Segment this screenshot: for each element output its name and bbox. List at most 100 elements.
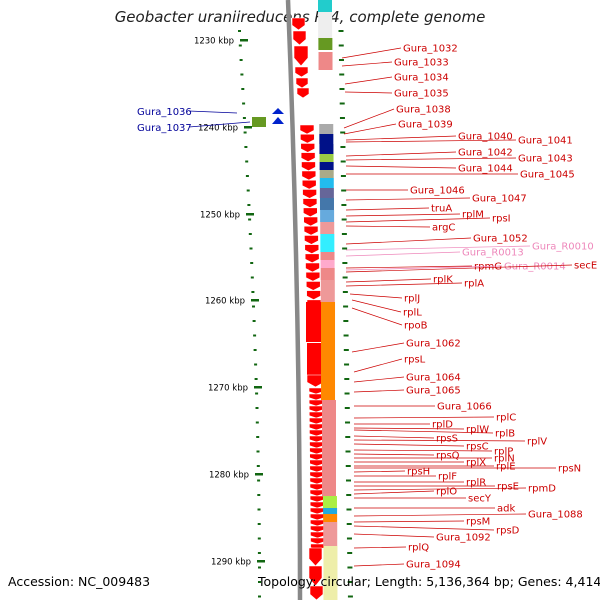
gene-arrow [304,235,319,245]
backbone-arc [285,0,303,600]
right-leader-line [351,299,402,313]
gene-arrow [309,459,325,467]
scale-dot [258,595,261,598]
backbone-dot [343,349,349,351]
right-gene-label: rpsH [407,467,430,478]
forward-genes [291,17,325,600]
right-gene-label: rplE [496,462,516,473]
gene-arrow [303,207,318,218]
gene-arrow [310,525,325,533]
scale-dot [245,160,249,163]
backbone-dot [346,523,352,525]
annotation-block [320,280,335,302]
right-gene-label: Gura_1032 [403,44,458,55]
annotation-block [323,546,338,600]
scale-tick-label: 1260 kbp [205,297,245,307]
right-leader-line [345,245,531,251]
backbone-dot [340,160,346,163]
backbone-dot [338,44,344,47]
right-gene-label: rplX [466,458,486,469]
right-gene-label: Gura_1042 [458,148,513,159]
right-leader-line [345,278,432,283]
gene-arrow [306,290,321,300]
scale-dot [258,566,261,569]
scale-dot [254,378,258,380]
right-leader-line [353,533,435,538]
annotation-block [320,234,335,252]
backbone-dot [340,175,346,177]
right-gene-label: rplO [436,487,457,498]
right-gene-label: Gura_1052 [473,234,528,245]
right-gene-label: Gura_1038 [396,105,451,116]
right-gene-label: Gura_1033 [394,58,449,69]
gene-arrow [309,501,325,509]
scale-dot [254,363,258,366]
scale-tick-label: 1280 kbp [209,471,249,481]
scale-dot [257,508,261,511]
gene-arrow [309,417,324,425]
gene-arrow [294,66,309,78]
backbone-dot [342,276,348,279]
right-gene-label: rplR [466,478,486,489]
backbone-dot [346,508,352,511]
right-gene-label: Gura_1044 [458,164,513,175]
gene-arrow [309,447,324,455]
left-gene-label: Gura_1037 [137,123,192,134]
right-gene-label: rpsI [492,214,511,225]
gene-arrow [309,465,325,473]
right-gene-label: Gura_R0010 [532,242,594,253]
right-leader-line [345,282,463,287]
right-leader-line [353,453,435,456]
annotation-block [319,188,334,198]
backbone-dot [344,378,350,380]
scale-tick [240,39,248,42]
right-leader-line [345,265,503,271]
scale-dot [257,479,261,482]
annotation-block [318,38,333,50]
backbone-dot [341,189,347,192]
gene-arrow [305,281,321,291]
scale-tick [255,473,263,476]
right-gene-label: Gura_1066 [437,402,492,413]
backbone-dot [338,59,344,61]
scale-tick-label: 1240 kbp [198,124,238,134]
gene-arrow [304,253,320,264]
backbone-dot [345,436,351,438]
right-leader-line [345,265,473,269]
gene-arrow [308,411,324,419]
right-gene-label: rplK [433,275,453,286]
scale-dot [252,305,255,308]
annotation-block [319,134,334,144]
right-gene-label: Gura_1040 [458,132,513,143]
scale-dot [249,247,253,250]
gene-arrow [302,198,318,208]
backbone-dot [345,479,351,482]
scale-dot [248,218,252,221]
scale-dot [255,421,259,424]
right-leader-line [345,237,472,245]
gene-arrow [300,143,316,153]
backbone-dot [340,146,346,148]
reverse-gene-arrow [272,108,284,114]
gene-arrow [310,531,325,539]
right-leader-line [353,520,465,523]
scale-dot [248,233,252,235]
gene-arrow [308,565,323,587]
gene-arrow [309,513,325,521]
right-gene-label: secE [574,261,597,272]
annotation-block [319,154,334,162]
right-leader-line [345,251,461,257]
scale-tick-label: 1230 kbp [194,37,234,47]
right-gene-label: rplB [495,429,515,440]
right-gene-label: Gura_1088 [528,510,583,521]
gene-arrow [301,179,317,190]
right-gene-label: adk [497,504,515,515]
backbone-dot [345,450,351,453]
annotation-block [318,52,333,70]
gene-arrow [309,477,325,485]
right-gene-label: Gura_1039 [398,120,453,131]
scale-dot [247,204,251,206]
backbone-dot [343,334,349,337]
backbone-dot [338,30,344,32]
right-gene-label: rpmD [528,484,556,495]
